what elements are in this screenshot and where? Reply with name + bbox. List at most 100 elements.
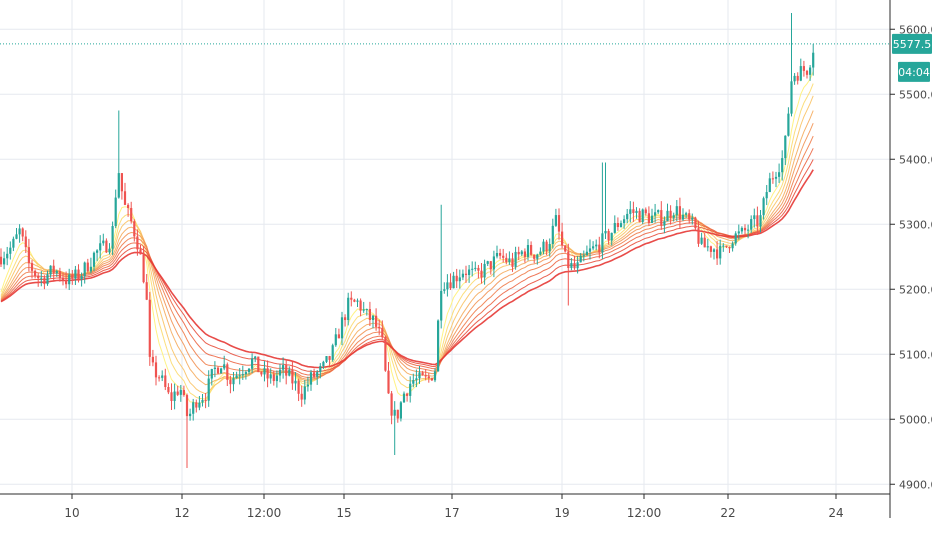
candle-body [409,383,412,396]
candle [278,363,282,383]
candle-body [774,176,778,179]
candle [232,372,235,392]
candle [458,269,461,289]
candle [638,208,641,223]
candle-body [334,334,337,346]
ma-line [0,110,814,386]
candle [585,245,588,256]
candle [269,368,272,384]
candle [120,173,123,200]
candle-body [396,409,399,419]
candle-body [52,265,55,274]
candle [796,72,799,85]
candle [173,383,176,410]
candle-body [12,238,15,248]
candle [787,107,790,137]
candle-body [579,255,582,263]
candle-body [616,223,619,228]
candle-body [86,262,89,272]
candle-body [623,219,626,224]
x-tick-label: 10 [64,506,79,520]
candle-body [554,215,557,226]
candle [774,171,778,188]
candle [666,203,669,222]
candle-body [595,244,598,247]
candle-body [192,402,195,414]
candle-body [99,243,102,251]
candle-body [706,246,709,248]
candle [344,314,347,327]
candle [154,355,158,386]
candle-body [316,372,319,377]
candle-body [244,372,247,375]
candle [294,372,297,391]
candle [21,227,24,242]
candle [647,206,650,226]
candle-body [266,368,269,379]
candle-body [80,276,83,280]
candle-body [740,227,743,232]
x-tick-label: 12:00 [627,506,662,520]
candle-body [793,75,796,82]
candle [592,241,595,251]
candle [440,204,443,329]
candle [480,263,483,284]
x-tick-label: 12 [174,506,189,520]
candle-body [564,245,567,252]
candle-body [499,253,502,256]
candle [288,366,291,377]
candle [685,211,688,218]
candle [3,251,6,270]
candle-body [3,258,6,265]
candle-body [489,261,492,270]
candle [387,361,390,394]
candle [331,343,334,362]
candle-body [530,245,533,255]
candle-body [325,356,328,362]
candle [582,250,585,262]
candle-body [716,249,719,259]
candle-body [30,263,34,271]
y-tick-label: 5200.0 [899,283,932,296]
candle-body [300,393,303,400]
candle-body [164,375,167,388]
candle [241,365,244,380]
candle-body [582,255,585,257]
candle-body [406,393,409,396]
candle-body [288,369,291,376]
countdown-box [898,61,930,82]
candle [151,349,154,367]
candle-body [719,245,722,259]
candle [762,196,765,220]
candle [725,245,728,249]
candle-body [688,213,691,220]
candle [238,368,241,385]
candle [613,215,616,234]
candle-body [796,75,799,81]
candle [92,251,96,271]
candle-body [189,413,192,417]
candle-body [495,253,499,257]
candle [654,203,657,223]
candle-body [37,275,40,279]
candle [229,375,232,394]
candle [539,247,542,256]
candle [719,239,722,265]
candle [328,355,331,367]
x-tick-label: 17 [444,506,459,520]
candle [477,264,480,279]
candle [805,69,809,79]
candle [223,355,226,371]
candle [468,264,471,283]
x-tick-label: 15 [336,506,351,520]
candle [127,203,130,217]
candle-body [127,204,130,208]
candle [799,58,802,82]
candle-body [195,402,198,408]
candle [384,335,387,372]
candle [371,314,375,329]
candle-body [486,261,489,264]
candle-body [635,210,638,213]
candle-body [756,215,759,227]
